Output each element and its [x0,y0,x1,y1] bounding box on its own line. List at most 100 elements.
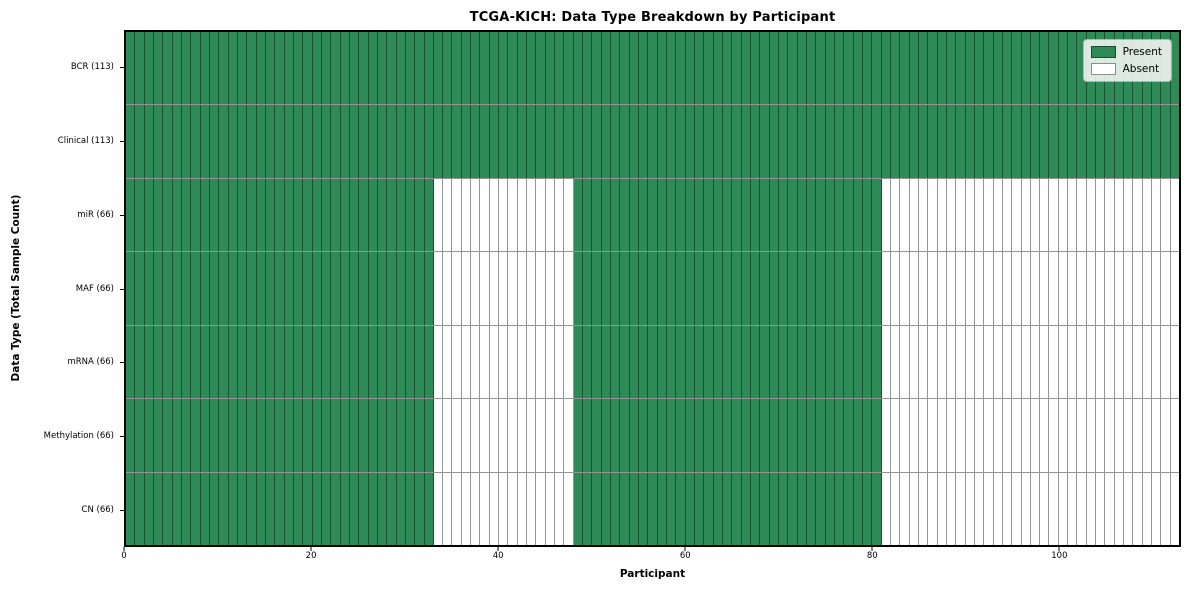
heatmap-cell [872,252,882,325]
heatmap-cell [1133,178,1143,252]
heatmap-cell [1105,105,1115,178]
heatmap-cell [275,32,285,105]
heatmap-cell [667,32,677,105]
heatmap-cell [1077,472,1087,545]
heatmap-cell [1058,472,1069,545]
heatmap-cell [452,472,462,545]
heatmap-cell [433,325,444,399]
heatmap-cell [797,472,807,545]
heatmap-cell [349,178,360,252]
heatmap-cell [555,178,565,252]
heatmap-cell [433,178,444,252]
heatmap-cell [713,325,723,399]
heatmap-cell [918,399,929,472]
heatmap-cell [918,325,929,399]
heatmap-cell [293,105,304,178]
heatmap-cell [368,252,378,325]
heatmap-cell [126,252,136,325]
heatmap-cell [555,32,565,105]
heatmap-cell [1002,325,1013,399]
heatmap-cell [1133,399,1143,472]
heatmap-cell [331,325,341,399]
heatmap-cell [769,399,779,472]
heatmap-cell [1142,399,1153,472]
heatmap-cell [1086,178,1097,252]
heatmap-cell [387,105,397,178]
heatmap-cell [732,472,742,545]
heatmap-cell [275,399,285,472]
heatmap-cell [433,252,444,325]
heatmap-cell [172,178,182,252]
heatmap-cell [695,178,705,252]
heatmap-cell [1077,399,1087,472]
heatmap-cell [564,178,574,252]
heatmap-cell [816,472,826,545]
heatmap-cell [1058,252,1069,325]
heatmap-cell [872,399,882,472]
heatmap-cell [247,325,257,399]
heatmap-cell [778,105,789,178]
heatmap-cell [191,105,201,178]
heatmap-cell [265,325,276,399]
heatmap-cell [1068,325,1078,399]
heatmap-cell [499,105,509,178]
y-tick-label: mRNA (66) [67,357,114,368]
heatmap-cell [844,178,854,252]
heatmap-cell [1152,178,1162,252]
heatmap-cell [769,325,779,399]
heatmap-cell [1040,472,1050,545]
heatmap-cell [1012,178,1022,252]
heatmap-cell [135,472,145,545]
heatmap-cell [191,32,201,105]
heatmap-cell [872,325,882,399]
heatmap-cell [321,178,332,252]
heatmap-cell [517,178,528,252]
heatmap-cell [592,325,602,399]
heatmap-cell [583,178,593,252]
heatmap-cell [377,252,388,325]
heatmap-cell [377,325,388,399]
heatmap-cell [900,105,910,178]
heatmap-cell [573,178,584,252]
heatmap-cell [1114,399,1125,472]
heatmap-cell [303,252,313,325]
heatmap-cell [946,472,957,545]
heatmap-cell [275,178,285,252]
heatmap-cell [890,178,901,252]
heatmap-cell [816,178,826,252]
heatmap-cell [1133,472,1143,545]
heatmap-cell [862,105,873,178]
heatmap-cell [312,472,322,545]
heatmap-cell [732,105,742,178]
heatmap-cell [126,399,136,472]
heatmap-cell [303,178,313,252]
heatmap-cell [750,32,761,105]
heatmap-cell [321,105,332,178]
heatmap-cell [881,178,891,252]
heatmap-cell [461,472,472,545]
heatmap-cell [965,105,975,178]
heatmap-cell [415,399,425,472]
heatmap-cell [433,32,444,105]
heatmap-cell [695,472,705,545]
heatmap-cell [583,32,593,105]
heatmap-cell [247,32,257,105]
heatmap-cell [1105,399,1115,472]
heatmap-cell [499,325,509,399]
heatmap-cell [676,178,686,252]
heatmap-cell [1030,252,1041,325]
heatmap-cell [471,325,481,399]
heatmap-cell [284,252,294,325]
heatmap-cell [806,399,817,472]
heatmap-cell [331,178,341,252]
y-tick-mark [120,214,124,216]
heatmap-cell [741,325,751,399]
heatmap-cell [508,105,518,178]
heatmap-cell [135,252,145,325]
heatmap-cell [573,325,584,399]
heatmap-cell [228,325,238,399]
heatmap-cell [1086,325,1097,399]
heatmap-cell [601,32,612,105]
heatmap-cell [872,472,882,545]
heatmap-cell [461,105,472,178]
